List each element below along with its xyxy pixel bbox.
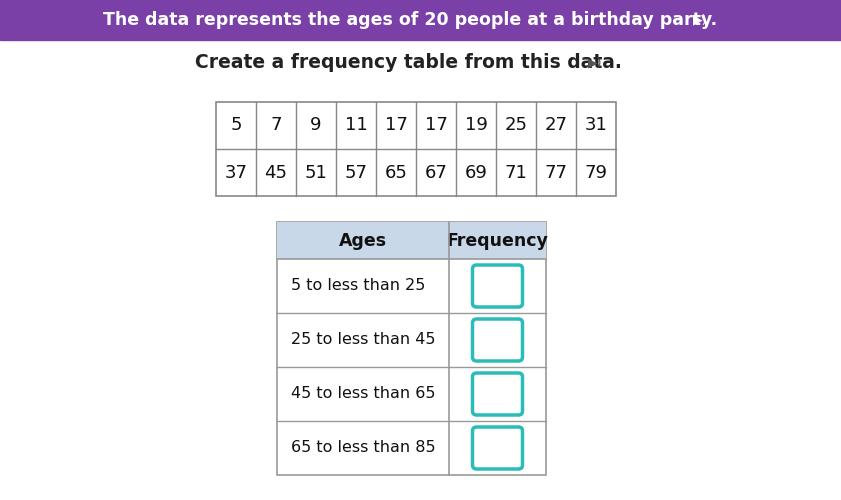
- Text: 45: 45: [265, 164, 288, 182]
- Text: 69: 69: [464, 164, 488, 182]
- Text: 11: 11: [345, 116, 368, 134]
- Text: 25 to less than 45: 25 to less than 45: [291, 332, 436, 347]
- Text: 17: 17: [384, 116, 407, 134]
- Text: 65 to less than 85: 65 to less than 85: [291, 440, 436, 456]
- Text: 45 to less than 65: 45 to less than 65: [291, 386, 436, 402]
- Text: The data represents the ages of 20 people at a birthday party.: The data represents the ages of 20 peopl…: [103, 11, 717, 29]
- Bar: [216, 102, 616, 196]
- Text: Frequency: Frequency: [447, 232, 548, 250]
- Bar: [0, 0, 841, 40]
- Text: Ages: Ages: [339, 232, 387, 250]
- Text: 37: 37: [225, 164, 247, 182]
- Text: 65: 65: [384, 164, 407, 182]
- Text: ▶): ▶): [693, 14, 708, 26]
- Bar: [277, 222, 546, 259]
- FancyBboxPatch shape: [473, 319, 522, 361]
- FancyBboxPatch shape: [473, 427, 522, 469]
- Text: 71: 71: [505, 164, 527, 182]
- Text: 5 to less than 25: 5 to less than 25: [291, 278, 426, 293]
- Text: 77: 77: [544, 164, 568, 182]
- FancyBboxPatch shape: [473, 373, 522, 415]
- Text: 7: 7: [270, 116, 282, 134]
- Text: 25: 25: [505, 116, 527, 134]
- FancyBboxPatch shape: [473, 265, 522, 307]
- Text: 31: 31: [584, 116, 607, 134]
- Text: 57: 57: [345, 164, 368, 182]
- Text: 51: 51: [304, 164, 327, 182]
- Text: 79: 79: [584, 164, 607, 182]
- Text: 17: 17: [425, 116, 447, 134]
- Text: 9: 9: [310, 116, 322, 134]
- Text: 19: 19: [464, 116, 488, 134]
- Text: 27: 27: [544, 116, 568, 134]
- Bar: [277, 222, 546, 475]
- Text: ▶): ▶): [588, 56, 602, 70]
- Text: Create a frequency table from this data.: Create a frequency table from this data.: [194, 54, 621, 72]
- Text: 67: 67: [425, 164, 447, 182]
- Text: 5: 5: [230, 116, 241, 134]
